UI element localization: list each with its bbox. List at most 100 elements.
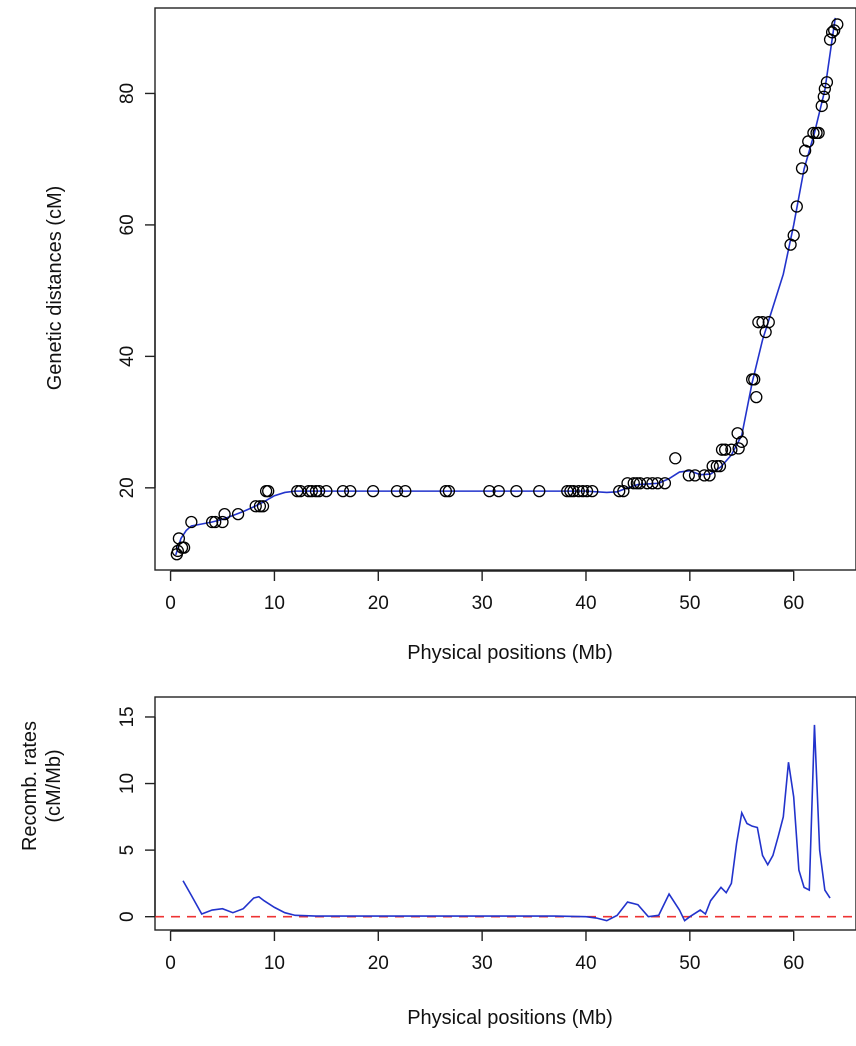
marker-point xyxy=(715,443,729,456)
marker-point xyxy=(564,484,577,498)
marker-point xyxy=(177,541,191,554)
marker-point xyxy=(218,507,231,521)
marker-points xyxy=(170,18,844,561)
marker-point xyxy=(748,373,761,386)
marker-point xyxy=(172,532,186,545)
marker-point xyxy=(633,477,647,490)
x-bottom-tick-label: 50 xyxy=(679,953,700,974)
marker-point xyxy=(580,484,594,498)
x-bottom-tick-label: 20 xyxy=(368,953,389,974)
marker-point xyxy=(613,484,626,498)
marker-point xyxy=(762,316,775,329)
x-bottom-tick-label: 40 xyxy=(575,953,596,974)
marker-point xyxy=(492,484,505,498)
marker-point xyxy=(706,459,719,473)
marker-point xyxy=(253,500,267,513)
x-bottom-tick-label: 10 xyxy=(264,953,285,974)
marker-point xyxy=(249,500,262,513)
marker-point xyxy=(366,484,380,498)
marker-point xyxy=(719,443,732,456)
marker-point xyxy=(651,477,664,490)
y-bottom-tick-label: 5 xyxy=(117,845,138,856)
plot-frame xyxy=(154,7,856,571)
marker-point xyxy=(820,76,834,89)
spline-fit-line xyxy=(175,17,837,556)
marker-point xyxy=(725,443,738,456)
marker-point xyxy=(442,484,456,498)
marker-point xyxy=(312,484,326,498)
recombination-rate-line xyxy=(182,724,831,922)
marker-point xyxy=(216,515,229,529)
marker-point xyxy=(798,144,812,157)
y-bottom-tick-label: 0 xyxy=(117,911,138,922)
x-bottom-tick-label: 60 xyxy=(783,953,804,974)
y-tick-label: 60 xyxy=(117,214,138,235)
marker-point xyxy=(828,24,841,37)
x-axis-title-bottom: Physical positions (Mb) xyxy=(407,1007,613,1029)
marker-point xyxy=(732,442,745,455)
recombination-rate-plot: 0 10 20 30 40 50 60 0 5 10 15 Physical positions … xyxy=(19,696,856,1029)
marker-point xyxy=(750,390,763,404)
marker-point xyxy=(567,484,580,498)
marker-point xyxy=(812,126,825,140)
plot-frame-bottom xyxy=(154,696,856,931)
marker-point xyxy=(713,459,727,473)
marker-point xyxy=(688,469,702,482)
marker-point xyxy=(262,484,275,498)
marker-point xyxy=(787,229,800,242)
marker-point xyxy=(735,435,748,448)
marker-point xyxy=(818,82,831,95)
marker-point xyxy=(669,452,682,465)
y-axis-title-line2: (cM/Mb) xyxy=(43,749,65,822)
marker-point xyxy=(617,484,630,498)
marker-point xyxy=(533,484,546,498)
x-axis-title: Physical positions (Mb) xyxy=(407,642,613,664)
y-bottom-tick-label: 10 xyxy=(117,773,138,794)
marker-point xyxy=(831,18,844,31)
marker-point xyxy=(390,484,404,498)
x-tick-label: 20 xyxy=(368,593,389,614)
marker-point xyxy=(399,484,412,498)
marker-point xyxy=(256,500,270,513)
genetic-distance-plot: 0 10 20 30 40 50 60 20 40 60 80 Physical position… xyxy=(44,7,856,664)
marker-point xyxy=(790,200,803,213)
marker-point xyxy=(320,484,333,498)
marker-point xyxy=(344,484,357,498)
y-axis-bottom: 0 5 10 15 xyxy=(117,706,156,922)
marker-point xyxy=(171,544,185,558)
marker-point xyxy=(817,90,830,103)
x-axis: 0 10 20 30 40 50 60 xyxy=(165,570,804,614)
y-bottom-tick-label: 15 xyxy=(117,706,138,727)
marker-point xyxy=(209,515,222,529)
marker-point xyxy=(621,477,634,490)
marker-point xyxy=(710,459,723,473)
x-tick-label: 0 xyxy=(165,593,176,614)
spline-fit-path xyxy=(175,17,837,556)
marker-point xyxy=(795,162,809,175)
y-tick-label: 20 xyxy=(117,477,138,498)
marker-point xyxy=(815,99,828,113)
marker-point xyxy=(698,469,711,482)
marker-point xyxy=(336,484,350,498)
marker-point xyxy=(682,469,695,482)
marker-point xyxy=(576,484,590,498)
x-axis-bottom: 0 10 20 30 40 50 60 xyxy=(165,930,804,974)
x-tick-label: 40 xyxy=(575,593,596,614)
marker-point xyxy=(572,484,585,498)
marker-point xyxy=(231,507,245,521)
marker-point xyxy=(784,238,797,251)
marker-point xyxy=(439,484,452,498)
marker-point xyxy=(586,484,599,498)
x-tick-label: 10 xyxy=(264,593,285,614)
y-axis-title: Genetic distances (cM) xyxy=(44,186,66,391)
marker-point xyxy=(703,469,716,482)
x-tick-label: 50 xyxy=(679,593,700,614)
y-axis: 20 40 60 80 xyxy=(117,83,156,498)
y-axis-title-line1: Recomb. rates xyxy=(19,721,41,851)
x-bottom-tick-label: 0 xyxy=(165,953,176,974)
marker-point xyxy=(483,484,496,498)
y-tick-label: 80 xyxy=(117,83,138,104)
recombination-rate-path xyxy=(182,724,831,922)
marker-point xyxy=(807,126,820,140)
marker-point xyxy=(658,477,672,490)
